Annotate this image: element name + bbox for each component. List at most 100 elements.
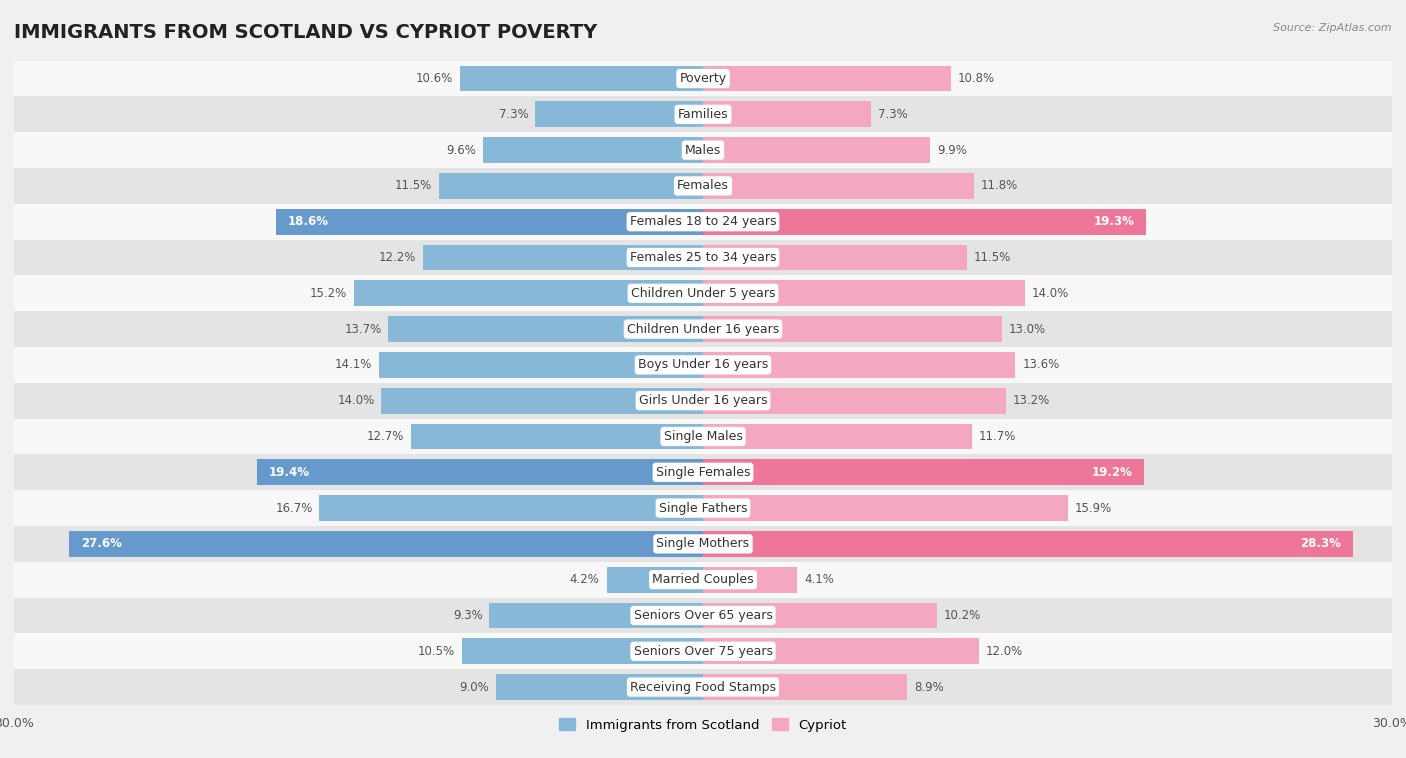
Text: 27.6%: 27.6% xyxy=(80,537,121,550)
Bar xyxy=(257,459,703,485)
Bar xyxy=(703,102,870,127)
Text: Seniors Over 65 years: Seniors Over 65 years xyxy=(634,609,772,622)
Bar xyxy=(14,61,1392,96)
Bar xyxy=(703,495,1069,521)
Text: Poverty: Poverty xyxy=(679,72,727,85)
Text: Children Under 16 years: Children Under 16 years xyxy=(627,323,779,336)
Bar xyxy=(482,137,703,163)
Text: 15.9%: 15.9% xyxy=(1076,502,1112,515)
Text: 13.0%: 13.0% xyxy=(1008,323,1046,336)
Text: 9.3%: 9.3% xyxy=(453,609,482,622)
Bar xyxy=(276,208,703,235)
Text: Married Couples: Married Couples xyxy=(652,573,754,586)
Bar xyxy=(703,208,1146,235)
Text: 13.2%: 13.2% xyxy=(1012,394,1050,407)
Bar xyxy=(14,669,1392,705)
Bar xyxy=(606,567,703,593)
Text: 13.7%: 13.7% xyxy=(344,323,381,336)
Bar xyxy=(14,454,1392,490)
Text: Receiving Food Stamps: Receiving Food Stamps xyxy=(630,681,776,694)
Text: Families: Families xyxy=(678,108,728,121)
Bar xyxy=(703,137,931,163)
Bar xyxy=(703,459,1144,485)
Bar xyxy=(14,490,1392,526)
Bar xyxy=(14,168,1392,204)
Text: Single Females: Single Females xyxy=(655,465,751,479)
Text: 15.2%: 15.2% xyxy=(309,287,347,300)
Bar xyxy=(354,280,703,306)
Text: Seniors Over 75 years: Seniors Over 75 years xyxy=(634,645,772,658)
Bar xyxy=(703,245,967,271)
Bar xyxy=(14,634,1392,669)
Text: Girls Under 16 years: Girls Under 16 years xyxy=(638,394,768,407)
Bar xyxy=(381,388,703,414)
Bar xyxy=(703,316,1001,342)
Text: 10.5%: 10.5% xyxy=(418,645,456,658)
Bar xyxy=(14,132,1392,168)
Bar xyxy=(14,597,1392,634)
Bar xyxy=(703,352,1015,377)
Bar xyxy=(380,352,703,377)
Bar xyxy=(14,96,1392,132)
Text: Single Males: Single Males xyxy=(664,430,742,443)
Text: IMMIGRANTS FROM SCOTLAND VS CYPRIOT POVERTY: IMMIGRANTS FROM SCOTLAND VS CYPRIOT POVE… xyxy=(14,23,598,42)
Bar xyxy=(703,674,907,700)
Text: 7.3%: 7.3% xyxy=(877,108,907,121)
Text: Source: ZipAtlas.com: Source: ZipAtlas.com xyxy=(1274,23,1392,33)
Text: 12.7%: 12.7% xyxy=(367,430,405,443)
Text: 9.0%: 9.0% xyxy=(460,681,489,694)
Bar xyxy=(388,316,703,342)
Text: 9.9%: 9.9% xyxy=(938,143,967,157)
Text: 11.7%: 11.7% xyxy=(979,430,1017,443)
Text: 12.2%: 12.2% xyxy=(378,251,416,264)
Legend: Immigrants from Scotland, Cypriot: Immigrants from Scotland, Cypriot xyxy=(554,713,852,737)
Bar xyxy=(460,66,703,92)
Text: 11.5%: 11.5% xyxy=(395,180,432,193)
Text: 12.0%: 12.0% xyxy=(986,645,1022,658)
Bar xyxy=(703,388,1007,414)
Text: 18.6%: 18.6% xyxy=(287,215,329,228)
Text: Single Fathers: Single Fathers xyxy=(659,502,747,515)
Text: 28.3%: 28.3% xyxy=(1301,537,1341,550)
Text: Females 25 to 34 years: Females 25 to 34 years xyxy=(630,251,776,264)
Bar xyxy=(703,638,979,664)
Bar xyxy=(536,102,703,127)
Bar xyxy=(14,526,1392,562)
Text: Single Mothers: Single Mothers xyxy=(657,537,749,550)
Text: 4.2%: 4.2% xyxy=(569,573,599,586)
Bar xyxy=(703,280,1025,306)
Text: 16.7%: 16.7% xyxy=(276,502,312,515)
Text: 11.8%: 11.8% xyxy=(981,180,1018,193)
Text: 11.5%: 11.5% xyxy=(974,251,1011,264)
Bar xyxy=(14,275,1392,312)
Bar xyxy=(14,204,1392,240)
Bar xyxy=(14,240,1392,275)
Text: 4.1%: 4.1% xyxy=(804,573,834,586)
Text: 9.6%: 9.6% xyxy=(446,143,475,157)
Bar xyxy=(423,245,703,271)
Text: Females 18 to 24 years: Females 18 to 24 years xyxy=(630,215,776,228)
Bar xyxy=(14,347,1392,383)
Bar xyxy=(69,531,703,556)
Text: 14.0%: 14.0% xyxy=(337,394,374,407)
Bar xyxy=(14,418,1392,454)
Bar xyxy=(703,567,797,593)
Text: 10.6%: 10.6% xyxy=(415,72,453,85)
Text: 10.2%: 10.2% xyxy=(945,609,981,622)
Text: 19.3%: 19.3% xyxy=(1094,215,1135,228)
Bar xyxy=(461,638,703,664)
Text: 7.3%: 7.3% xyxy=(499,108,529,121)
Text: 8.9%: 8.9% xyxy=(914,681,943,694)
Text: 14.0%: 14.0% xyxy=(1032,287,1069,300)
Text: 13.6%: 13.6% xyxy=(1022,359,1060,371)
Bar xyxy=(703,603,938,628)
Bar xyxy=(439,173,703,199)
Bar xyxy=(14,312,1392,347)
Text: Females: Females xyxy=(678,180,728,193)
Bar xyxy=(703,173,974,199)
Text: Males: Males xyxy=(685,143,721,157)
Bar xyxy=(496,674,703,700)
Bar xyxy=(14,562,1392,597)
Text: Children Under 5 years: Children Under 5 years xyxy=(631,287,775,300)
Bar xyxy=(703,66,950,92)
